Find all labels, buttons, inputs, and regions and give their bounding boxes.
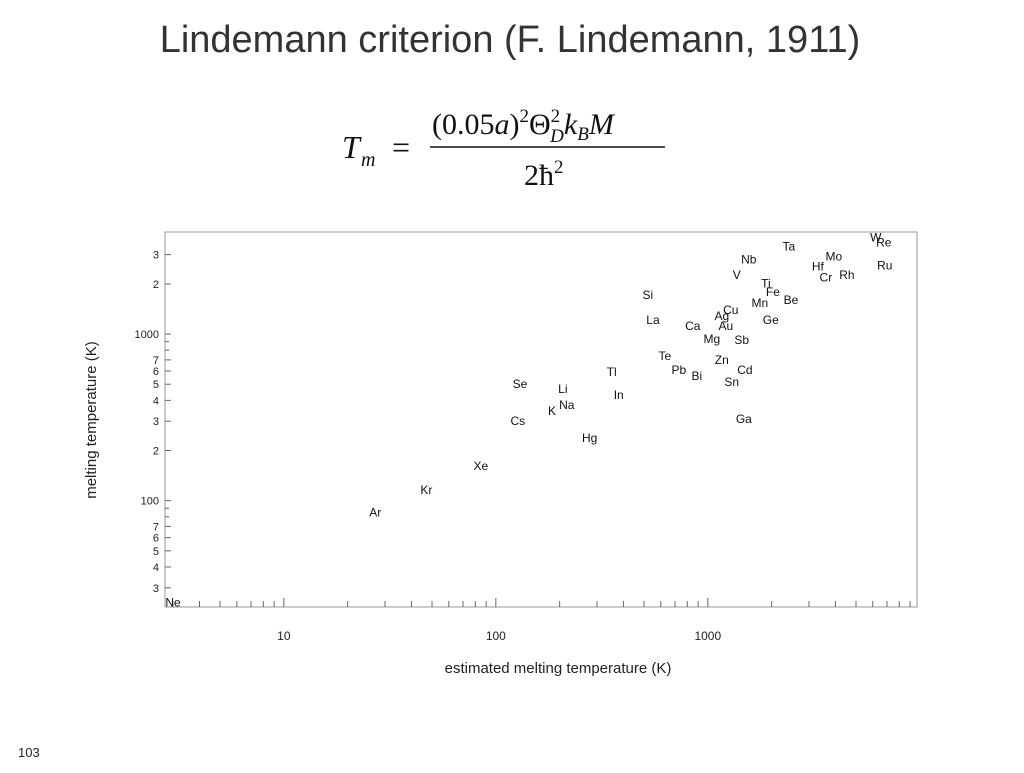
y-axis-label: melting temperature (K): [83, 341, 100, 499]
element-point: Hf: [812, 259, 825, 273]
x-tick-label: 100: [486, 629, 506, 643]
element-point: Ne: [165, 595, 181, 609]
element-point: In: [614, 388, 624, 402]
element-point: Ar: [369, 505, 381, 519]
element-point: Kr: [420, 483, 432, 497]
element-point: W: [870, 230, 882, 244]
formula-part: Θ: [529, 108, 551, 141]
slide-title: Lindemann criterion (F. Lindemann, 1911): [160, 19, 861, 61]
formula-part: 2: [551, 106, 561, 127]
page-number: 103: [18, 745, 40, 760]
element-point: Zn: [715, 353, 729, 367]
element-point: Ca: [685, 319, 701, 333]
y-tick-label: 1000: [135, 329, 159, 341]
element-point: Ta: [782, 239, 795, 253]
formula-part: B: [577, 124, 589, 145]
formula-part: 2ħ: [524, 159, 554, 192]
element-point: Be: [784, 293, 799, 307]
element-point: Te: [659, 349, 672, 363]
element-point: Ag: [714, 309, 729, 323]
element-point: Rh: [839, 268, 854, 282]
formula-eq: =: [392, 129, 410, 165]
y-tick-label: 2: [153, 446, 159, 458]
element-point: Sn: [724, 375, 739, 389]
y-tick-label: 3: [153, 250, 159, 262]
plot-frame: [164, 231, 918, 608]
element-point: Bi: [691, 369, 702, 383]
element-point: Li: [558, 382, 567, 396]
element-point: Au: [718, 319, 733, 333]
y-tick-label: 4: [153, 562, 159, 574]
formula-part: D: [549, 126, 564, 147]
element-point: Cr: [820, 270, 833, 284]
formula-part: 2: [554, 157, 564, 178]
element-point: Ge: [763, 313, 779, 327]
formula-part: k: [564, 108, 578, 141]
y-tick-label: 4: [153, 395, 159, 407]
element-point: Ti: [761, 276, 771, 290]
formula-part: a: [495, 108, 510, 141]
element-point: La: [646, 313, 660, 327]
element-point: Mn: [751, 296, 768, 310]
formula-part: (0.05: [432, 108, 495, 141]
element-point: Cu: [723, 303, 738, 317]
element-point: Fe: [766, 285, 780, 299]
x-tick-label: 1000: [694, 629, 721, 643]
formula-part: 2: [520, 106, 530, 127]
element-point: Cd: [737, 363, 752, 377]
y-tick-label: 100: [141, 496, 159, 508]
element-point: K: [548, 404, 556, 418]
element-point: Se: [513, 377, 528, 391]
formula-sub: m: [361, 149, 375, 171]
element-point: Ga: [736, 412, 752, 426]
formula: T m = (0.05a)2Θ2 DkBM 2ħ2: [342, 106, 665, 192]
element-point: Cs: [511, 414, 526, 428]
y-tick-label: 3: [153, 583, 159, 595]
x-axis-label: estimated melting temperature (K): [445, 660, 672, 677]
y-tick-label: 5: [153, 546, 159, 558]
formula-denominator: 2ħ2: [524, 157, 564, 192]
element-point: Sb: [734, 333, 749, 347]
y-tick-label: 2: [153, 279, 159, 291]
element-point: Ru: [877, 258, 892, 272]
element-point: Nb: [741, 252, 757, 266]
y-tick-label: 3: [153, 416, 159, 428]
y-tick-label: 6: [153, 366, 159, 378]
element-point: Si: [642, 288, 653, 302]
element-point: Mo: [825, 249, 842, 263]
element-point: Hg: [582, 431, 597, 445]
x-tick-label: 10: [277, 629, 291, 643]
element-point: Tl: [607, 365, 617, 379]
element-point: Re: [876, 235, 892, 249]
element-point: Mg: [704, 332, 721, 346]
y-tick-label: 6: [153, 533, 159, 545]
formula-part: M: [588, 108, 616, 141]
element-point: Xe: [474, 459, 489, 473]
formula-lhs: T: [342, 129, 362, 165]
y-tick-label: 5: [153, 379, 159, 391]
element-point: Na: [559, 398, 575, 412]
y-tick-label: 7: [153, 521, 159, 533]
element-point: Pb: [672, 363, 687, 377]
formula-numerator: (0.05a)2Θ2 DkBM: [432, 106, 616, 147]
element-point: V: [733, 268, 741, 282]
formula-part: ): [510, 108, 520, 141]
y-tick-label: 7: [153, 355, 159, 367]
